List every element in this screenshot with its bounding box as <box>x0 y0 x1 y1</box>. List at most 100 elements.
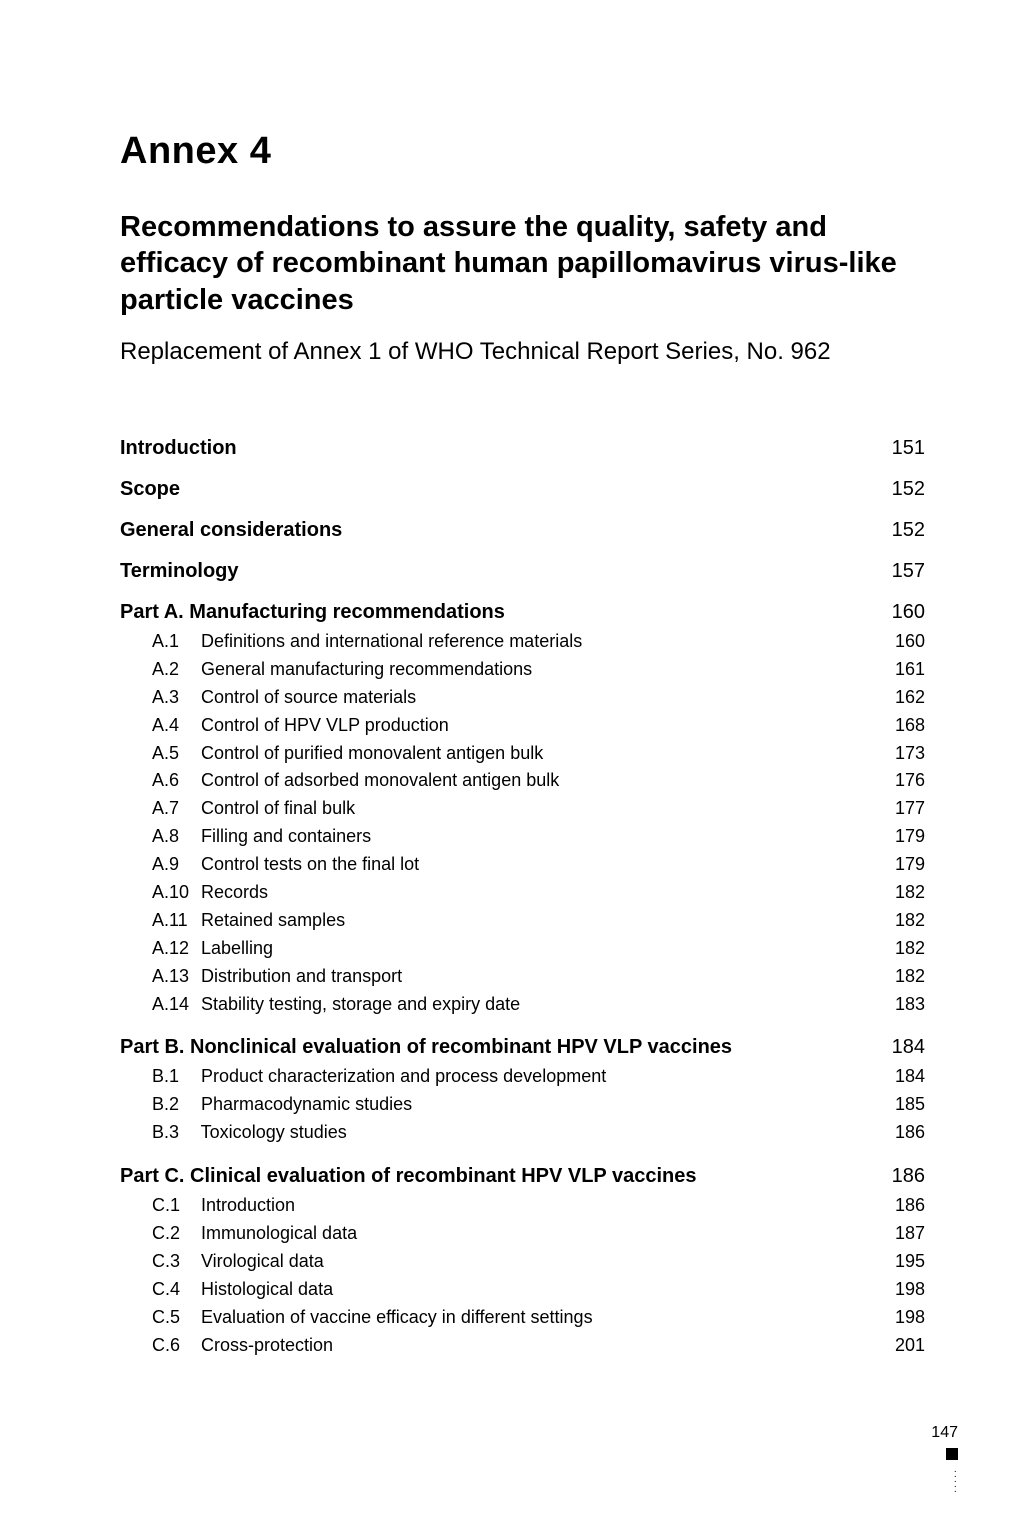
toc-subitem: A.4 Control of HPV VLP production168 <box>120 712 925 740</box>
toc-label: General considerations <box>120 519 877 542</box>
toc-subitem: B.1 Product characterization and process… <box>120 1063 925 1091</box>
toc-code: A.7 <box>152 795 196 823</box>
toc-code: B.2 <box>152 1091 196 1119</box>
toc-text: Records <box>196 882 268 902</box>
toc-text: Pharmacodynamic studies <box>196 1094 412 1114</box>
toc-code: A.2 <box>152 656 196 684</box>
toc-text: Introduction <box>196 1195 295 1215</box>
toc-label: B.2 Pharmacodynamic studies <box>152 1091 877 1119</box>
toc-subitem: B.2 Pharmacodynamic studies185 <box>120 1091 925 1119</box>
toc-label: Part C. Clinical evaluation of recombina… <box>120 1165 877 1188</box>
toc-code: A.12 <box>152 935 196 963</box>
table-of-contents: Introduction151Scope152General considera… <box>120 437 925 1359</box>
toc-page: 182 <box>877 963 925 991</box>
toc-label: A.9 Control tests on the final lot <box>152 851 877 879</box>
toc-page: 162 <box>877 684 925 712</box>
toc-subitem: A.14 Stability testing, storage and expi… <box>120 991 925 1019</box>
toc-subitem: A.6 Control of adsorbed monovalent antig… <box>120 767 925 795</box>
annex-heading: Annex 4 <box>120 130 925 173</box>
toc-label: A.2 General manufacturing recommendation… <box>152 656 877 684</box>
page: Annex 4 Recommendations to assure the qu… <box>0 0 1020 1530</box>
toc-page: 184 <box>877 1063 925 1091</box>
toc-code: A.3 <box>152 684 196 712</box>
toc-label: A.12 Labelling <box>152 935 877 963</box>
toc-subitem: A.1 Definitions and international refere… <box>120 628 925 656</box>
toc-subitem: A.12 Labelling182 <box>120 935 925 963</box>
toc-label: Part A. Manufacturing recommendations <box>120 601 877 624</box>
toc-page: 184 <box>877 1036 925 1059</box>
footer-dots-icon: ····· <box>931 1469 958 1494</box>
toc-code: A.8 <box>152 823 196 851</box>
toc-page: 186 <box>877 1119 925 1147</box>
toc-subitem: C.6 Cross-protection201 <box>120 1332 925 1360</box>
doc-title: Recommendations to assure the quality, s… <box>120 209 925 318</box>
toc-subitem: C.3 Virological data195 <box>120 1248 925 1276</box>
toc-page: 198 <box>877 1276 925 1304</box>
toc-label: C.3 Virological data <box>152 1248 877 1276</box>
toc-page: 168 <box>877 712 925 740</box>
toc-page: 176 <box>877 767 925 795</box>
toc-section: Part C. Clinical evaluation of recombina… <box>120 1165 925 1188</box>
toc-subitem: C.5 Evaluation of vaccine efficacy in di… <box>120 1304 925 1332</box>
toc-code: C.2 <box>152 1220 196 1248</box>
toc-page: 198 <box>877 1304 925 1332</box>
toc-subitem: A.3 Control of source materials162 <box>120 684 925 712</box>
toc-section: Part B. Nonclinical evaluation of recomb… <box>120 1036 925 1059</box>
toc-label: Introduction <box>120 437 877 460</box>
toc-text: Control of final bulk <box>196 798 355 818</box>
toc-text: Definitions and international reference … <box>196 631 582 651</box>
doc-subtitle: Replacement of Annex 1 of WHO Technical … <box>120 336 925 367</box>
toc-page: 185 <box>877 1091 925 1119</box>
toc-subitem: A.8 Filling and containers179 <box>120 823 925 851</box>
toc-subitem: A.10 Records 182 <box>120 879 925 907</box>
toc-label: C.4 Histological data <box>152 1276 877 1304</box>
toc-code: A.10 <box>152 879 196 907</box>
toc-code: A.13 <box>152 963 196 991</box>
toc-label: Terminology <box>120 560 877 583</box>
toc-subitem: C.1 Introduction186 <box>120 1192 925 1220</box>
toc-text: Labelling <box>196 938 273 958</box>
toc-page: 160 <box>877 628 925 656</box>
toc-text: Control of HPV VLP production <box>196 715 449 735</box>
toc-label: C.6 Cross-protection <box>152 1332 877 1360</box>
toc-code: A.5 <box>152 740 196 768</box>
toc-subitem: B.3 Toxicology studies186 <box>120 1119 925 1147</box>
toc-label: B.1 Product characterization and process… <box>152 1063 877 1091</box>
toc-page: 201 <box>877 1332 925 1360</box>
toc-section: Scope152 <box>120 478 925 501</box>
toc-page: 186 <box>877 1165 925 1188</box>
toc-page: 177 <box>877 795 925 823</box>
toc-text: Retained samples <box>196 910 345 930</box>
toc-page: 152 <box>877 519 925 542</box>
toc-page: 173 <box>877 740 925 768</box>
toc-label: A.3 Control of source materials <box>152 684 877 712</box>
toc-code: A.9 <box>152 851 196 879</box>
toc-page: 179 <box>877 851 925 879</box>
toc-page: 195 <box>877 1248 925 1276</box>
page-number: 147 <box>931 1424 958 1442</box>
toc-subitem: A.11 Retained samples182 <box>120 907 925 935</box>
toc-page: 182 <box>877 879 925 907</box>
toc-page: 179 <box>877 823 925 851</box>
toc-page: 151 <box>877 437 925 460</box>
toc-code: C.1 <box>152 1192 196 1220</box>
toc-label: A.4 Control of HPV VLP production <box>152 712 877 740</box>
toc-section: Terminology157 <box>120 560 925 583</box>
toc-code: A.14 <box>152 991 196 1019</box>
toc-section: Part A. Manufacturing recommendations160 <box>120 601 925 624</box>
page-footer: 147 ····· <box>931 1424 958 1494</box>
toc-label: A.1 Definitions and international refere… <box>152 628 877 656</box>
toc-subitem: A.5 Control of purified monovalent antig… <box>120 740 925 768</box>
toc-label: C.1 Introduction <box>152 1192 877 1220</box>
toc-text: Product characterization and process dev… <box>196 1066 606 1086</box>
toc-page: 182 <box>877 935 925 963</box>
toc-text: Histological data <box>196 1279 333 1299</box>
toc-section: General considerations152 <box>120 519 925 542</box>
toc-page: 187 <box>877 1220 925 1248</box>
toc-label: A.6 Control of adsorbed monovalent antig… <box>152 767 877 795</box>
toc-page: 183 <box>877 991 925 1019</box>
toc-text: Control of adsorbed monovalent antigen b… <box>196 770 559 790</box>
toc-text: Virological data <box>196 1251 324 1271</box>
toc-subitem: A.7 Control of final bulk 177 <box>120 795 925 823</box>
toc-page: 157 <box>877 560 925 583</box>
